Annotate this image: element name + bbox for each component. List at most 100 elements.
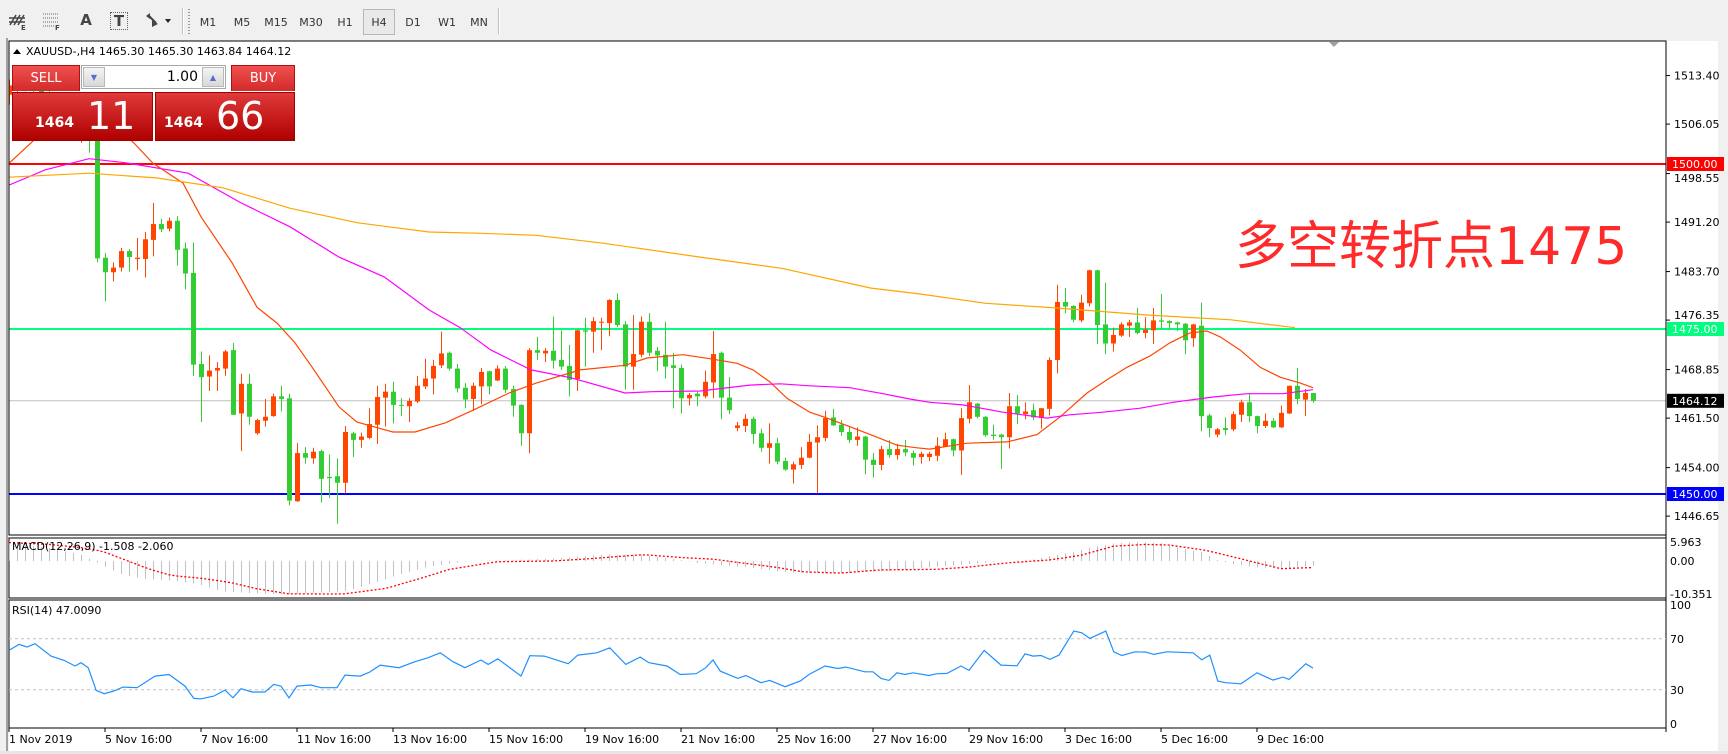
candle-body [799,457,804,465]
lot-size-stepper[interactable]: ▼ 1.00 ▲ [81,65,226,89]
candle [1095,269,1100,345]
candle-body [663,354,668,367]
time-tick-label: 19 Nov 16:00 [585,733,659,746]
timeframe-d1[interactable]: D1 [405,15,421,29]
chart-shift-marker-icon[interactable] [1329,42,1339,47]
sell-price-box[interactable]: 1464 11 [12,92,153,141]
price-tick-label: 1446.65 [1674,510,1720,523]
candle-body [855,436,860,440]
candle-body [223,351,228,369]
candle-body [191,272,196,365]
candle [487,370,492,395]
candle [1263,413,1268,428]
candle [887,439,892,458]
candle-body [407,400,412,407]
candle [119,247,124,272]
candle-body [1231,414,1236,430]
buy-price-box[interactable]: 1464 66 [155,92,295,141]
candle-body [871,459,876,465]
candle [799,447,804,469]
candle-body [231,350,236,415]
candle-body [887,449,892,456]
candle [943,432,948,448]
candle [455,363,460,393]
candle-body [143,239,148,260]
timeframe-mn[interactable]: MN [470,15,488,29]
candle [959,408,964,475]
candle-body [215,367,220,371]
chart-annotation-text[interactable]: 多空转折点1475 [1235,217,1628,277]
buy-price-prefix: 1464 [164,115,203,131]
candle-body [431,365,436,379]
candle [247,373,252,425]
candle-body [519,404,524,434]
candle-body [1175,322,1180,325]
candle [1087,269,1092,307]
price-tick-label: 1513.40 [1674,70,1720,83]
candle-body [1119,324,1124,336]
candle [279,385,284,412]
candle [199,351,204,423]
candle-body [543,350,548,354]
price-tick-label: 1491.20 [1674,216,1720,229]
candle-body [575,330,580,380]
lot-size-input[interactable]: 1.00 [166,69,198,85]
candle [463,383,468,409]
candle-body [991,434,996,436]
candle [127,249,132,272]
candle-body [327,476,332,479]
candle [175,216,180,266]
candle [295,443,300,502]
timeframe-w1[interactable]: W1 [438,15,456,29]
candle-body [679,367,684,399]
tool-fibonacci-fan[interactable]: F [42,10,62,30]
candle [543,348,548,362]
price-tick-label: 1468.85 [1674,364,1720,377]
candle-body [95,109,100,259]
candle-body [1191,324,1196,339]
candle [1207,413,1212,438]
candle-body [1031,410,1036,418]
moving-average-ma_mid [9,158,1314,419]
sell-button[interactable]: SELL [12,65,80,91]
candle-body [119,251,124,268]
candle-body [183,248,188,274]
candle [599,317,604,351]
timeframe-m15[interactable]: M15 [264,15,288,29]
candle-body [1015,406,1020,414]
toolbar-grip[interactable] [188,9,190,35]
candle [319,449,324,503]
lot-increase-button[interactable]: ▲ [202,67,224,87]
timeframe-h1[interactable]: H1 [337,15,353,29]
tool-text[interactable]: A [76,10,96,30]
candle-body [1215,429,1220,435]
tool-arrows-dropdown[interactable] [144,10,176,30]
candle [335,458,340,524]
candle-body [527,350,532,434]
candle-body [551,350,556,361]
candle [231,342,236,415]
buy-button[interactable]: BUY [231,65,295,91]
candle [1215,428,1220,438]
candle [1183,323,1188,355]
collapse-triangle-icon[interactable] [13,49,21,54]
candle [703,370,708,399]
candle-body [783,461,788,470]
timeframe-m1[interactable]: M1 [199,15,217,29]
candle-body [1167,321,1172,324]
candle [111,262,116,282]
candle [967,385,972,424]
candle-body [831,417,836,426]
candle [583,317,588,367]
timeframe-m30[interactable]: M30 [299,15,323,29]
tool-text-label[interactable]: T [110,12,128,30]
timeframe-m5[interactable]: M5 [233,15,251,29]
tool-fibonacci-expansion[interactable]: E [8,10,28,30]
timeframe-h4[interactable]: H4 [363,9,395,35]
candle-body [487,371,492,387]
lot-decrease-button[interactable]: ▼ [83,67,105,87]
candle-body [503,368,508,390]
candle-body [655,350,660,356]
candle [559,330,564,370]
